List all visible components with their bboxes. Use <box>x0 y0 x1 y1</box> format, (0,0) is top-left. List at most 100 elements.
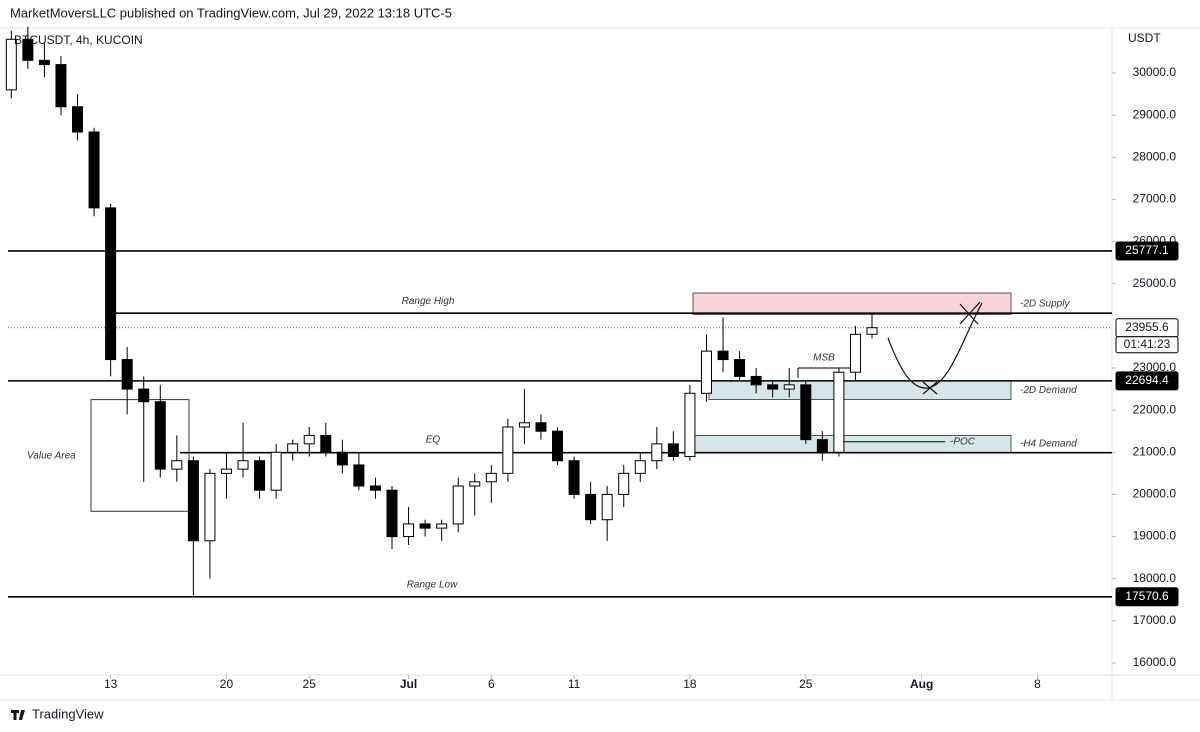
target-mark <box>922 381 938 395</box>
brand: TradingView <box>11 706 104 721</box>
y-tick-label: 22000.0 <box>1133 402 1177 416</box>
candle <box>88 127 100 217</box>
candle <box>700 334 712 402</box>
candle-body <box>386 489 398 538</box>
candle <box>320 422 332 457</box>
countdown-box <box>1115 336 1179 354</box>
candle <box>651 426 663 470</box>
candle-body <box>469 481 481 487</box>
x-tick-label: 18 <box>683 677 697 691</box>
candle <box>254 456 266 499</box>
candle <box>552 426 564 465</box>
level-name: Range High <box>402 296 455 307</box>
symbol-title: BTCUSDT, 4h, KUCOIN <box>14 33 143 47</box>
candle-body <box>403 523 415 538</box>
y-tick-label: 17000.0 <box>1133 613 1177 627</box>
candle <box>386 485 398 550</box>
candle <box>518 389 530 444</box>
candle <box>287 439 299 461</box>
x-tick-label: Aug <box>910 677 933 691</box>
zone-label: -H4 Demand <box>1020 439 1077 450</box>
candle <box>403 507 415 545</box>
price-label: 25777.1 <box>1125 243 1169 257</box>
candle <box>833 367 845 457</box>
y-tick-label: 30000.0 <box>1133 65 1177 79</box>
candle <box>105 203 117 377</box>
candle <box>121 346 133 415</box>
candle <box>717 317 729 373</box>
y-tick-label: 20000.0 <box>1133 487 1177 501</box>
candle <box>353 452 365 491</box>
candle-body <box>866 327 878 335</box>
candle <box>5 30 17 99</box>
candle-body <box>237 460 249 470</box>
candle <box>849 325 861 381</box>
candle-body <box>5 38 17 91</box>
y-tick-label: 16000.0 <box>1133 655 1177 669</box>
y-tick-label: 27000.0 <box>1133 192 1177 206</box>
candle-body <box>187 460 199 542</box>
candle-body <box>220 468 232 474</box>
candle-body <box>833 371 845 453</box>
axis-unit: USDT <box>1128 31 1161 45</box>
candle <box>568 456 580 499</box>
candle-body <box>485 472 497 483</box>
zone-label: -2D Supply <box>1020 298 1070 309</box>
candle <box>485 464 497 503</box>
candle <box>237 422 249 478</box>
candle <box>601 485 613 541</box>
candle <box>767 380 779 398</box>
candle-body <box>634 460 646 474</box>
x-tick-label: 8 <box>1034 677 1041 691</box>
candle-body <box>171 460 183 470</box>
x-tick-label: Jul <box>400 677 417 691</box>
price-label: 22694.4 <box>1125 373 1169 387</box>
price-label-box <box>1115 587 1179 607</box>
candle <box>303 426 315 457</box>
candle <box>38 43 50 78</box>
candle-body <box>320 434 332 453</box>
candle <box>585 481 597 524</box>
level-name: EQ <box>426 434 441 445</box>
candle <box>55 56 67 116</box>
candle-body <box>287 443 299 453</box>
x-tick-label: 13 <box>104 677 118 691</box>
candle <box>154 384 166 478</box>
x-tick-label: 20 <box>220 677 234 691</box>
candle-body <box>651 443 663 462</box>
candle-body <box>88 131 100 209</box>
candle-body <box>138 388 150 403</box>
candle <box>204 469 216 579</box>
candle <box>816 431 828 461</box>
candle <box>336 439 348 474</box>
zone <box>692 292 1012 315</box>
x-tick-label: 11 <box>568 677 581 691</box>
candle <box>469 473 481 516</box>
candle-body <box>750 375 762 386</box>
candle-body <box>585 493 597 521</box>
candle-body <box>618 472 630 495</box>
candle <box>750 367 762 394</box>
candle <box>187 456 199 596</box>
x-tick-label: 6 <box>488 677 495 691</box>
price-label: 23955.6 <box>1125 320 1169 334</box>
target-mark <box>959 301 981 325</box>
price-label: 17570.6 <box>1125 589 1169 603</box>
candle-body <box>105 207 117 361</box>
candle <box>800 380 812 444</box>
candle-body <box>336 451 348 466</box>
candle <box>634 452 646 482</box>
brand-logo <box>11 710 25 720</box>
candle <box>72 94 84 141</box>
candle-body <box>121 359 133 390</box>
candle <box>270 443 282 499</box>
candle-body <box>22 38 34 61</box>
publisher-line: MarketMoversLLC published on TradingView… <box>10 5 452 20</box>
y-tick-label: 25000.0 <box>1133 276 1177 290</box>
candle-body <box>552 430 564 462</box>
price-label-box <box>1115 241 1179 261</box>
candle <box>667 431 679 461</box>
y-tick-label: 28000.0 <box>1133 149 1177 163</box>
candle <box>734 351 746 381</box>
